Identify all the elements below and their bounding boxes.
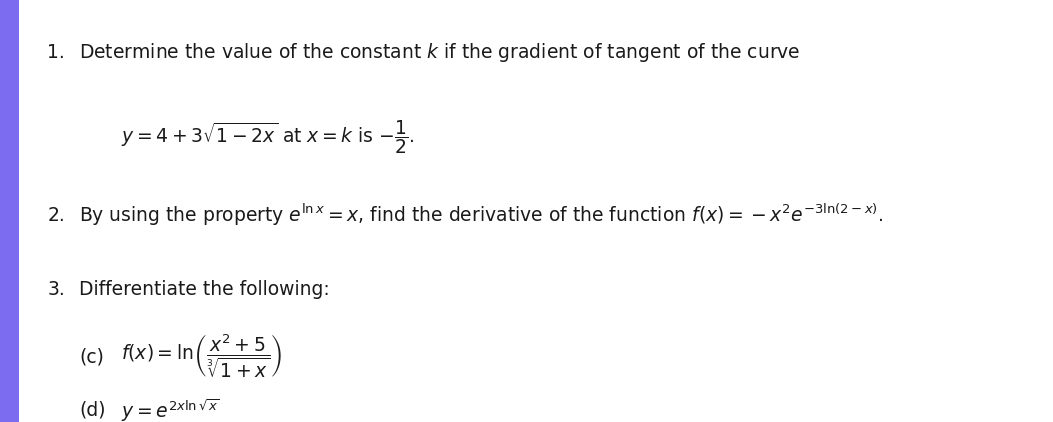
Text: Determine the value of the constant $k$ if the gradient of tangent of the curve: Determine the value of the constant $k$ … <box>79 41 800 64</box>
Text: 2.: 2. <box>47 206 65 225</box>
Text: $y = 4 + 3\sqrt{1-2x}$ at $x = k$ is $-\dfrac{1}{2}$.: $y = 4 + 3\sqrt{1-2x}$ at $x = k$ is $-\… <box>121 118 415 156</box>
Text: (d): (d) <box>79 400 105 420</box>
Bar <box>0 0 19 422</box>
Text: $y = e^{2x\ln\sqrt{x}}$: $y = e^{2x\ln\sqrt{x}}$ <box>121 397 220 422</box>
Text: By using the property $e^{\ln x} = x$, find the derivative of the function $f(x): By using the property $e^{\ln x} = x$, f… <box>79 202 883 228</box>
Text: (c): (c) <box>79 347 104 366</box>
Text: Differentiate the following:: Differentiate the following: <box>79 279 330 299</box>
Text: 3.: 3. <box>47 279 65 299</box>
Text: 1.: 1. <box>47 43 65 62</box>
Text: $f(x) = \ln\!\left(\dfrac{x^2+5}{\sqrt[3]{1+x}}\right)$: $f(x) = \ln\!\left(\dfrac{x^2+5}{\sqrt[3… <box>121 333 282 380</box>
